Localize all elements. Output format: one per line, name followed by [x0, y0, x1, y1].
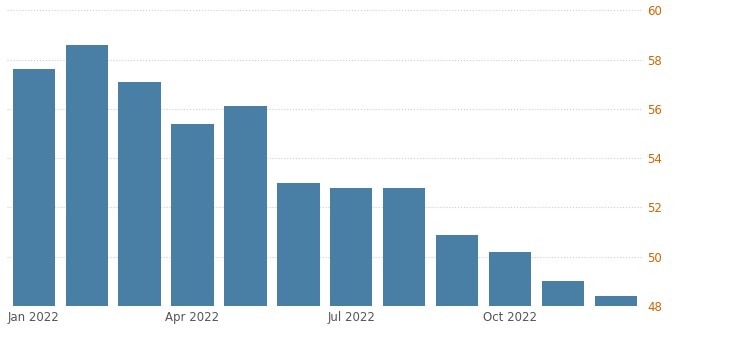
Bar: [542, 282, 584, 306]
Bar: [12, 69, 55, 306]
Bar: [436, 235, 478, 306]
Bar: [595, 296, 637, 306]
Bar: [172, 124, 214, 306]
Bar: [277, 183, 320, 306]
Bar: [489, 252, 531, 306]
Bar: [330, 188, 372, 306]
Bar: [383, 188, 426, 306]
Bar: [118, 82, 161, 306]
Bar: [224, 106, 266, 306]
Bar: [66, 45, 108, 306]
